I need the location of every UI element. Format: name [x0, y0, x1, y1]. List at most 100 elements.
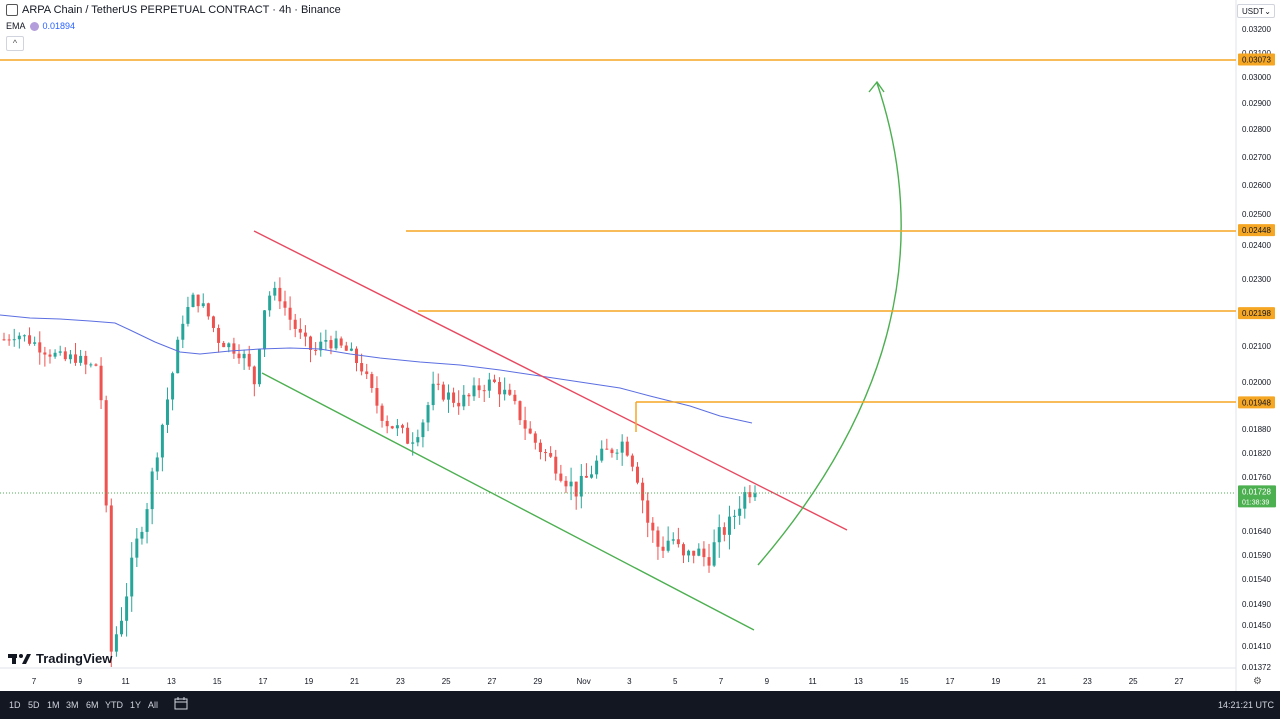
- candle-body: [487, 379, 491, 391]
- candle-body: [753, 493, 757, 498]
- candle-body: [467, 394, 471, 397]
- candle-body: [109, 505, 113, 652]
- candle-body: [590, 474, 594, 478]
- ema-settings-icon[interactable]: [29, 21, 39, 31]
- candle-body: [17, 335, 21, 340]
- time-tick-label: 11: [808, 677, 817, 686]
- timeframe-button-1y[interactable]: 1Y: [130, 700, 142, 710]
- candle-body: [503, 389, 507, 395]
- candle-body: [646, 500, 650, 523]
- candle-body: [43, 352, 47, 355]
- candle-body: [201, 303, 205, 307]
- currency-selector[interactable]: USDT ⌄: [1237, 4, 1275, 18]
- candle-body: [186, 307, 190, 324]
- candle-body: [196, 294, 200, 307]
- candle-body: [697, 548, 701, 556]
- candle-body: [176, 339, 180, 374]
- candle-body: [380, 405, 384, 421]
- candle-body: [84, 355, 88, 365]
- price-tick-label: 0.01590: [1242, 551, 1271, 560]
- time-tick-label: 21: [350, 677, 359, 686]
- level-price-label: 0.02198: [1242, 309, 1271, 318]
- candle-body: [99, 365, 103, 401]
- candle-body: [666, 540, 670, 551]
- candle-body: [135, 538, 139, 558]
- timeframe-button-ytd[interactable]: YTD: [105, 700, 123, 710]
- candle-body: [482, 390, 486, 392]
- collapse-legend-button[interactable]: ^: [6, 36, 24, 51]
- calendar-icon[interactable]: [174, 697, 188, 710]
- candle-body: [620, 441, 624, 453]
- utc-clock[interactable]: 14:21:21 UTC: [1217, 700, 1274, 710]
- candle-body: [222, 342, 226, 348]
- candle-body: [676, 539, 680, 545]
- time-tick-label: 17: [259, 677, 268, 686]
- level-price-tag: [1238, 53, 1275, 66]
- candle-body: [155, 457, 159, 472]
- candle-body: [120, 620, 124, 635]
- timeframe-button-5d[interactable]: 5D: [28, 700, 40, 710]
- projection-arrow: [757, 82, 902, 566]
- candle-body: [406, 427, 410, 444]
- price-tick-label: 0.03000: [1242, 73, 1271, 82]
- candle-body: [641, 482, 645, 501]
- candle-body: [544, 452, 548, 454]
- candle-body: [79, 355, 83, 363]
- symbol-header[interactable]: ARPA Chain / TetherUS PERPETUAL CONTRACT…: [6, 4, 341, 16]
- candle-body: [681, 544, 685, 556]
- candle-body: [564, 480, 568, 487]
- timeframe-button-6m[interactable]: 6M: [86, 700, 99, 710]
- price-chart[interactable]: 0.032000.031000.030000.029000.028000.027…: [0, 0, 1280, 691]
- candle-body: [252, 366, 256, 385]
- price-tick-label: 0.02000: [1242, 378, 1271, 387]
- candle-body: [727, 516, 731, 535]
- candle-body: [426, 405, 430, 423]
- candle-body: [339, 338, 343, 346]
- tradingview-mark-icon: [8, 653, 31, 664]
- candle-body: [53, 352, 57, 357]
- symbol-title: ARPA Chain / TetherUS PERPETUAL CONTRACT…: [22, 4, 341, 16]
- candle-body: [283, 301, 287, 308]
- brand-name: TradingView: [36, 651, 113, 666]
- ema-legend[interactable]: EMA 0.01894: [6, 21, 75, 31]
- timeframe-button-3m[interactable]: 3M: [66, 700, 79, 710]
- candle-body: [140, 531, 144, 539]
- candle-body: [293, 319, 297, 329]
- candle-body: [171, 373, 175, 400]
- settings-icon[interactable]: ⚙: [1253, 676, 1262, 687]
- price-tick-label: 0.03200: [1242, 25, 1271, 34]
- candle-body: [370, 374, 374, 389]
- candle-body: [390, 426, 394, 429]
- candle-body: [28, 335, 32, 344]
- timeframe-button-1m[interactable]: 1M: [47, 700, 60, 710]
- time-tick-label: 29: [533, 677, 542, 686]
- timeframe-button-1d[interactable]: 1D: [9, 700, 21, 710]
- ema-label: EMA: [6, 21, 26, 31]
- candle-body: [600, 448, 604, 461]
- candle-body: [268, 295, 272, 311]
- candle-body: [702, 548, 706, 558]
- candle-body: [130, 557, 134, 597]
- time-tick-label: 9: [78, 677, 83, 686]
- tradingview-logo: TradingView: [8, 651, 112, 666]
- time-tick-label: 9: [765, 677, 770, 686]
- candle-body: [692, 550, 696, 556]
- time-tick-label: 17: [946, 677, 955, 686]
- bar-countdown: 01:38:39: [1242, 499, 1269, 506]
- time-tick-label: 19: [991, 677, 1000, 686]
- candle-body: [165, 399, 169, 425]
- candle-body: [635, 466, 639, 483]
- candle-body: [324, 340, 328, 342]
- candle-body: [513, 394, 517, 402]
- last-price-tag: [1238, 485, 1276, 508]
- candle-body: [441, 384, 445, 400]
- candle-body: [314, 349, 318, 351]
- candle-body: [630, 455, 634, 467]
- candle-body: [533, 433, 537, 443]
- candle-body: [74, 354, 78, 363]
- candle-body: [329, 340, 333, 349]
- timeframe-button-all[interactable]: All: [148, 700, 159, 710]
- resistance-trendline: [253, 230, 848, 531]
- time-tick-label: 13: [167, 677, 176, 686]
- candle-body: [498, 381, 502, 395]
